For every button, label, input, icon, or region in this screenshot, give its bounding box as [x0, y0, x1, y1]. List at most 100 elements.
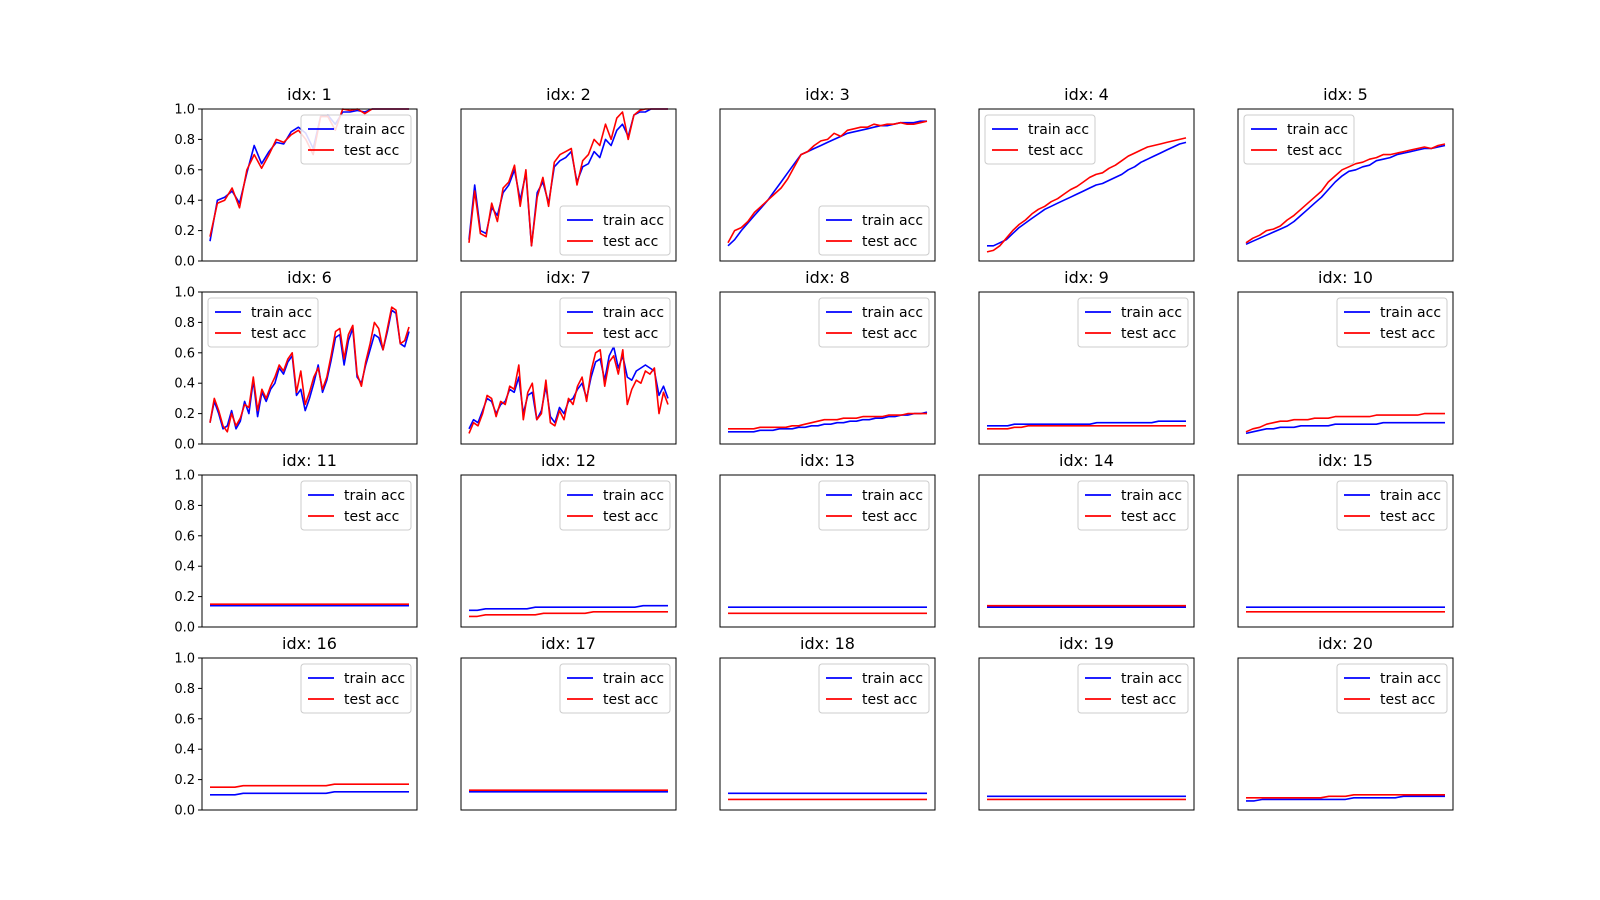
legend: train acc test acc: [559, 297, 671, 348]
axes-frame: [978, 291, 1195, 445]
test-acc-line: [1245, 412, 1445, 433]
subplot-9: idx: 9 train acc test acc: [978, 268, 1195, 445]
legend-label-test: test acc: [862, 234, 917, 250]
legend-box: [1077, 297, 1189, 348]
subplot-title: idx: 18: [800, 634, 855, 653]
test-acc-line: [728, 412, 927, 430]
legend-label-train: train acc: [862, 671, 923, 687]
legend: train acc test acc: [559, 205, 671, 256]
subplot-title: idx: 4: [1064, 85, 1109, 104]
y-tick-label: 0.4: [174, 743, 195, 758]
legend-label-test: test acc: [1380, 692, 1435, 708]
subplot-14: idx: 14 train acc test acc: [978, 451, 1195, 628]
train-acc-line: [1246, 795, 1445, 802]
subplot-15: idx: 15 train acc test acc: [1237, 451, 1454, 628]
legend-label-train: train acc: [603, 213, 664, 229]
legend: train acc test acc: [559, 480, 671, 531]
subplot-title: idx: 11: [282, 451, 337, 470]
legend-box: [1336, 297, 1448, 348]
axes-frame: [460, 474, 677, 628]
subplot-title: idx: 15: [1318, 451, 1373, 470]
subplot-title: idx: 1: [287, 85, 332, 104]
legend: train acc test acc: [1243, 114, 1355, 165]
legend-box: [300, 480, 412, 531]
subplot-title: idx: 8: [805, 268, 850, 287]
axes-frame: [460, 108, 677, 262]
axes-frame: [978, 474, 1195, 628]
legend-box: [559, 297, 671, 348]
legend-label-train: train acc: [1028, 122, 1089, 138]
legend: train acc test acc: [1336, 297, 1448, 348]
train-acc-line: [468, 345, 669, 430]
legend-label-test: test acc: [1380, 509, 1435, 525]
test-acc-line: [468, 108, 668, 247]
subplot-13: idx: 13 train acc test acc: [719, 451, 936, 628]
legend-label-train: train acc: [344, 488, 405, 504]
legend-box: [300, 663, 412, 714]
test-acc-line: [210, 783, 409, 789]
train-acc-line: [210, 790, 409, 796]
subplot-title: idx: 6: [287, 268, 332, 287]
y-tick-label: 1.0: [174, 103, 195, 118]
legend: train acc test acc: [300, 114, 412, 165]
test-acc-line: [986, 137, 1187, 253]
legend-label-test: test acc: [603, 692, 658, 708]
legend-label-train: train acc: [603, 671, 664, 687]
axes-frame: [978, 108, 1195, 262]
legend-label-train: train acc: [1121, 488, 1182, 504]
legend: train acc test acc: [818, 480, 930, 531]
y-tick-label: 0.8: [174, 682, 195, 697]
legend-box: [1336, 663, 1448, 714]
test-acc-line: [727, 120, 928, 244]
subplot-6: idx: 6 0.0 0.2 0.4 0.6 0.8 1.0 train acc test ac…: [174, 268, 418, 453]
legend-label-train: train acc: [603, 305, 664, 321]
y-tick-label: 1.0: [174, 652, 195, 667]
axes-frame: [719, 108, 936, 262]
y-tick-label: 1.0: [174, 469, 195, 484]
test-acc-line: [469, 610, 668, 618]
legend: train acc test acc: [1336, 663, 1448, 714]
test-acc-line: [1245, 143, 1446, 244]
y-tick-label: 0.6: [174, 163, 195, 178]
legend-label-train: train acc: [344, 671, 405, 687]
subplot-3: idx: 3 train acc test acc: [719, 85, 936, 262]
legend-box: [559, 480, 671, 531]
axes-frame: [201, 657, 418, 811]
y-tick-label: 0.8: [174, 133, 195, 148]
legend-label-train: train acc: [251, 305, 312, 321]
subplot-5: idx: 5 train acc test acc: [1237, 85, 1454, 262]
subplot-10: idx: 10 train acc test acc: [1237, 268, 1454, 445]
subplot-1: idx: 1 0.0 0.2 0.4 0.6 0.8 1.0 train acc test ac…: [174, 85, 418, 270]
legend: train acc test acc: [818, 663, 930, 714]
subplot-title: idx: 3: [805, 85, 850, 104]
legend: train acc test acc: [1336, 480, 1448, 531]
legend-label-test: test acc: [603, 234, 658, 250]
y-tick-label: 0.6: [174, 346, 195, 361]
legend-label-test: test acc: [1121, 509, 1176, 525]
legend-label-train: train acc: [862, 213, 923, 229]
legend-label-train: train acc: [1121, 305, 1182, 321]
y-tick-label: 0.2: [174, 407, 195, 422]
legend-label-train: train acc: [1287, 122, 1348, 138]
test-acc-line: [209, 306, 410, 433]
legend-label-test: test acc: [862, 509, 917, 525]
axes-frame: [460, 657, 677, 811]
axes-frame: [201, 291, 418, 445]
y-tick-label: 0.4: [174, 377, 195, 392]
subplot-title: idx: 2: [546, 85, 591, 104]
y-tick-label: 0.2: [174, 773, 195, 788]
legend: train acc test acc: [984, 114, 1096, 165]
train-acc-line: [987, 141, 1187, 247]
legend-label-test: test acc: [344, 692, 399, 708]
train-acc-line: [987, 420, 1186, 427]
axes-frame: [1237, 108, 1454, 262]
legend-label-test: test acc: [344, 143, 399, 159]
legend-box: [818, 480, 930, 531]
axes-frame: [460, 291, 677, 445]
legend-label-test: test acc: [344, 509, 399, 525]
legend-label-test: test acc: [862, 692, 917, 708]
legend: train acc test acc: [1077, 663, 1189, 714]
subplot-4: idx: 4 train acc test acc: [978, 85, 1195, 262]
y-tick-label: 0.6: [174, 712, 195, 727]
